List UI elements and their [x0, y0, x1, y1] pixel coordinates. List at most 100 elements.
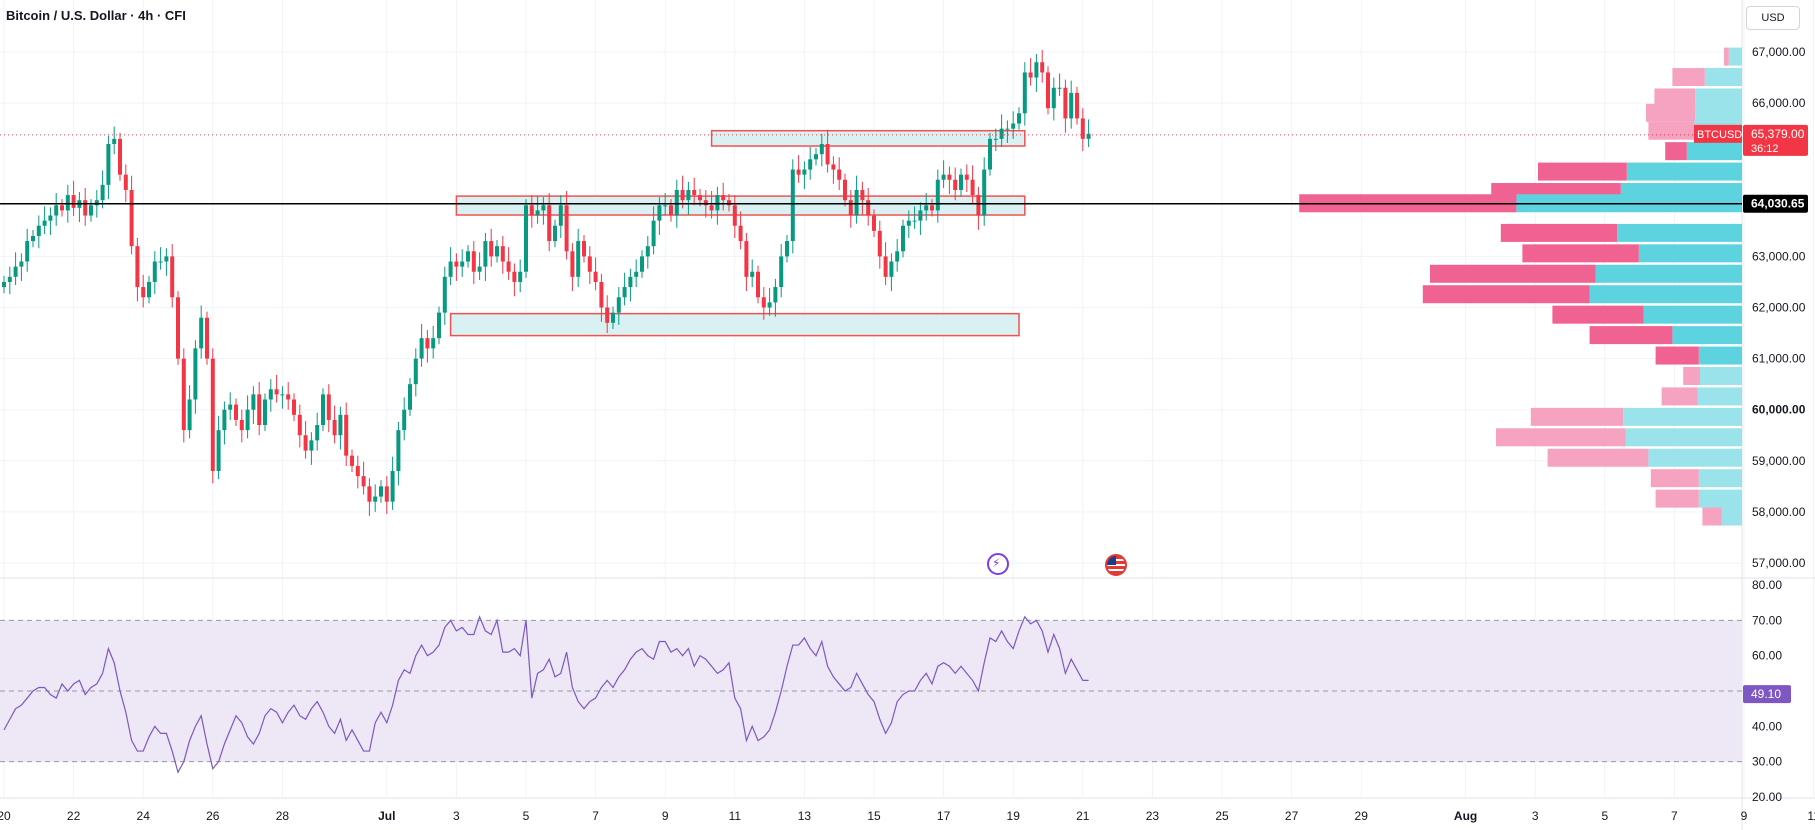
- candle-body: [814, 154, 818, 160]
- candle-body: [396, 430, 401, 472]
- candle-body: [901, 225, 905, 252]
- candle-body: [234, 404, 238, 420]
- candle-body: [268, 389, 273, 400]
- candle-body: [193, 348, 198, 400]
- symbol-badge-text: BTCUSD: [1697, 129, 1742, 141]
- time-tick-label: 3: [1532, 809, 1539, 823]
- zones[interactable]: [449, 129, 1026, 337]
- candle-body: [466, 251, 470, 262]
- candle-body: [761, 297, 766, 308]
- time-tick-label: Jul: [378, 809, 395, 823]
- candle-body: [251, 394, 256, 410]
- candle-body: [669, 205, 673, 216]
- vp-up-bar: [1648, 448, 1742, 467]
- candle-body: [825, 143, 830, 165]
- candle-body: [94, 200, 99, 206]
- vp-down-bar: [1654, 88, 1696, 107]
- candle-body: [866, 200, 871, 216]
- vp-down-bar: [1538, 162, 1627, 181]
- candle-body: [176, 297, 180, 359]
- vp-down-bar: [1648, 121, 1694, 140]
- vp-up-bar: [1697, 387, 1742, 406]
- time-tick-label: 19: [1007, 809, 1021, 823]
- candle-body: [239, 419, 244, 431]
- candle-body: [767, 302, 772, 308]
- candle-body: [1069, 92, 1074, 119]
- candle-body: [744, 241, 749, 277]
- candle-body: [587, 256, 592, 272]
- price-tick-label: 62,000.00: [1752, 301, 1806, 315]
- time-tick-label: 3: [453, 809, 460, 823]
- candle-body: [935, 179, 940, 211]
- vp-up-bar: [1698, 469, 1742, 488]
- candle-body: [164, 256, 169, 262]
- time-tick-label: 26: [206, 809, 220, 823]
- candle-body: [60, 205, 64, 211]
- candle-body: [1005, 128, 1010, 130]
- candle-body: [274, 389, 279, 395]
- vp-down-bar: [1500, 223, 1618, 242]
- candle-body: [1028, 72, 1033, 78]
- candle-body: [419, 338, 424, 359]
- time-tick-label: 5: [1601, 809, 1608, 823]
- candle-body: [483, 241, 488, 267]
- candle-body: [518, 271, 523, 282]
- currency-button[interactable]: USD: [1746, 6, 1800, 30]
- candle-body: [216, 430, 221, 472]
- candle-body: [529, 205, 534, 216]
- hline-badge-bg: [1743, 194, 1808, 213]
- candle-body: [1080, 118, 1085, 139]
- candle-body: [315, 425, 320, 441]
- lightning-event-icon[interactable]: [987, 553, 1009, 575]
- candle-body: [843, 179, 847, 201]
- candle-body: [384, 486, 389, 502]
- us-flag-event-icon[interactable]: [1105, 554, 1127, 576]
- candle-body: [500, 246, 505, 262]
- vp-up-bar: [1700, 366, 1742, 385]
- time-tick-label: Aug: [1454, 809, 1477, 823]
- vp-down-bar: [1724, 47, 1729, 66]
- candle-body: [402, 409, 407, 431]
- vp-up-bar: [1589, 285, 1742, 304]
- candle-body: [558, 205, 563, 226]
- candle-body: [19, 261, 24, 267]
- candle-body: [1063, 87, 1068, 119]
- candle-body: [819, 143, 824, 155]
- candle-body: [640, 256, 644, 272]
- time-tick-label: 29: [1355, 809, 1369, 823]
- candle-body: [118, 138, 122, 175]
- candle-body: [361, 476, 366, 487]
- candle-body: [350, 455, 354, 466]
- candle-body: [1034, 62, 1039, 78]
- candle-body: [599, 281, 604, 308]
- candle-body: [831, 164, 836, 170]
- time-tick-label: 23: [1146, 809, 1160, 823]
- candle-body: [1040, 62, 1045, 73]
- candle-body: [785, 241, 789, 257]
- candle-body: [1017, 113, 1021, 124]
- vp-up-bar: [1623, 407, 1742, 426]
- candle-body: [883, 256, 888, 277]
- candle-body: [651, 220, 656, 247]
- chart-title: Bitcoin / U.S. Dollar · 4h · CFI: [6, 8, 186, 23]
- candle-body: [286, 394, 291, 400]
- candle-body: [1051, 87, 1056, 109]
- vp-up-bar: [1626, 162, 1742, 181]
- vp-up-bar: [1643, 305, 1742, 324]
- rsi-line: [3, 615, 1089, 774]
- candle-body: [698, 195, 702, 201]
- vp-up-bar: [1695, 88, 1742, 107]
- candle-body: [477, 266, 482, 272]
- vp-down-bar: [1430, 264, 1596, 283]
- candle-body: [332, 419, 337, 436]
- vp-down-bar: [1661, 387, 1698, 406]
- price-tick-label: 61,000.00: [1752, 352, 1806, 366]
- vp-down-bar: [1702, 507, 1722, 526]
- candle-body: [373, 496, 378, 502]
- candle-body: [970, 179, 975, 196]
- candle-body: [309, 440, 314, 451]
- candle-body: [257, 394, 262, 426]
- candle-body: [460, 261, 465, 267]
- candle-body: [611, 312, 615, 323]
